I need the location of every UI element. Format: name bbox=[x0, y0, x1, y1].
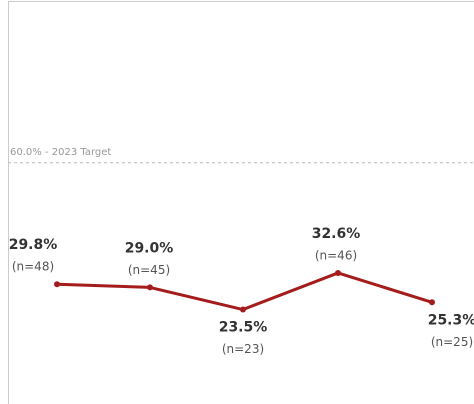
point bbox=[335, 269, 341, 276]
value-label: 23.5% bbox=[219, 320, 268, 336]
value-label: 29.8% bbox=[9, 237, 58, 253]
point bbox=[429, 299, 435, 306]
reference-label: 60.0% - 2023 Target bbox=[10, 147, 111, 158]
n-label: (n=48) bbox=[12, 260, 54, 274]
line bbox=[56, 271, 433, 312]
point bbox=[240, 306, 246, 313]
n-label: (n=25) bbox=[431, 335, 473, 349]
value-label: 29.0% bbox=[125, 240, 174, 256]
point bbox=[54, 281, 60, 288]
point bbox=[147, 284, 153, 291]
n-label: (n=23) bbox=[222, 342, 264, 356]
value-label: 25.3% bbox=[428, 312, 474, 328]
value-label: 32.6% bbox=[312, 226, 361, 242]
n-label: (n=46) bbox=[315, 248, 357, 262]
n-label: (n=45) bbox=[128, 263, 170, 277]
